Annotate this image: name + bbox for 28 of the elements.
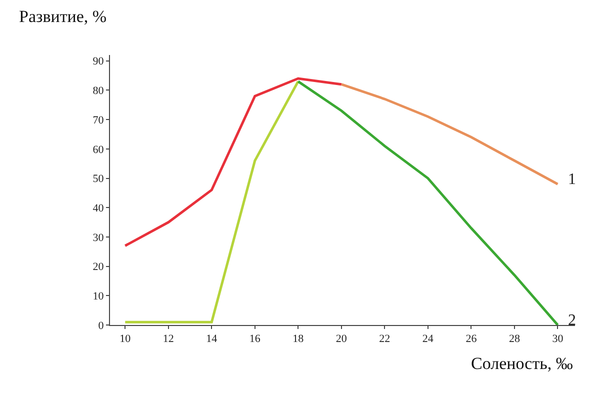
- series-label: 1: [568, 171, 576, 188]
- x-tick-label: 22: [379, 333, 390, 346]
- x-tick-label: 18: [292, 333, 304, 346]
- x-tick-label: 14: [206, 333, 218, 346]
- y-tick-label: 10: [92, 290, 104, 302]
- y-tick-label: 90: [92, 56, 104, 68]
- x-tick-label: 20: [336, 333, 348, 346]
- y-axis-title: Развитие, %: [19, 7, 107, 26]
- x-tick-label: 30: [552, 333, 564, 346]
- x-tick-label: 16: [249, 333, 261, 346]
- line-series: [296, 80, 559, 325]
- line-series: [124, 77, 343, 248]
- y-tick-label: 0: [98, 320, 104, 332]
- y-tick-label: 50: [92, 173, 104, 186]
- y-tick-label: 30: [92, 232, 104, 244]
- x-tick-label: 28: [508, 333, 520, 346]
- y-tick-label: 40: [92, 202, 104, 214]
- y-tick-label: 60: [92, 144, 104, 156]
- x-tick-label: 12: [162, 333, 174, 346]
- y-tick-label: 70: [92, 114, 104, 126]
- series-label: 2: [568, 312, 576, 329]
- x-tick-label: 24: [422, 333, 434, 346]
- x-tick-label: 26: [466, 333, 478, 346]
- x-tick-label: 10: [120, 333, 132, 346]
- y-tick-label: 80: [92, 85, 104, 98]
- line-series: [340, 83, 559, 186]
- x-axis-title: Соленость, ‰: [471, 354, 573, 373]
- y-tick-label: 20: [92, 261, 104, 274]
